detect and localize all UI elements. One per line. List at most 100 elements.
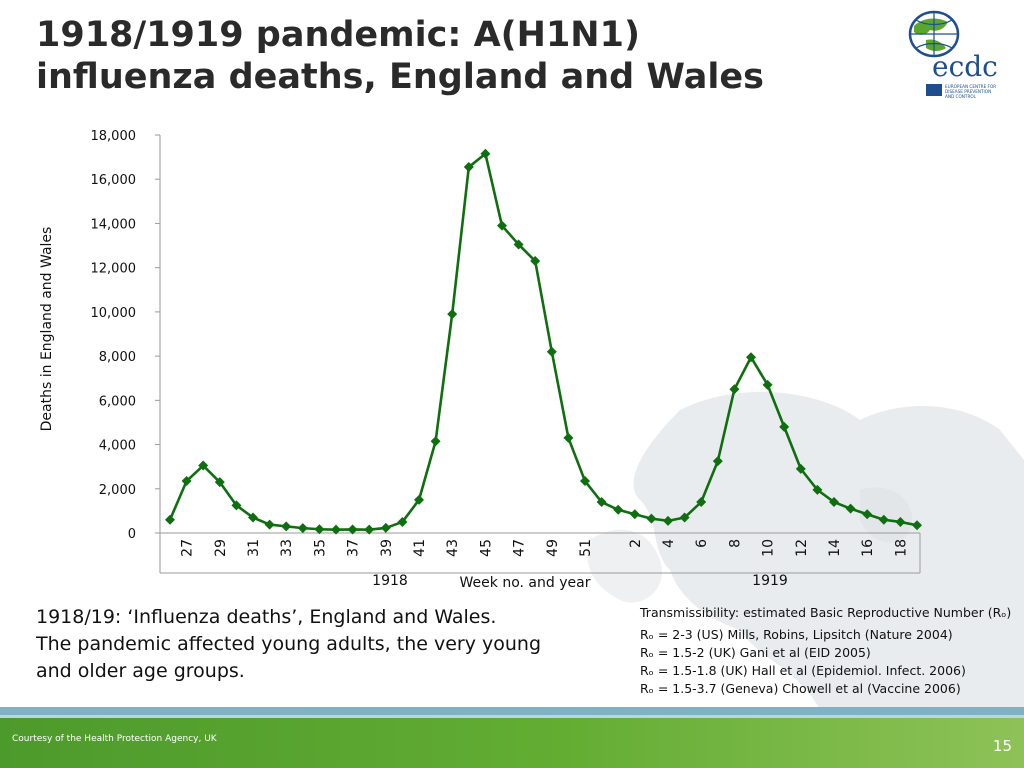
data-point [447,309,458,320]
data-point [497,220,507,231]
data-point [480,148,491,159]
r0-header: Transmissibility: estimated Basic Reprod… [640,605,1012,620]
x-tick-label: 31 [246,539,262,557]
x-tick-label: 14 [827,539,843,557]
logo-text: ecdc [932,50,998,83]
data-point [746,352,756,363]
x-tick-label: 49 [545,539,561,557]
data-point [530,256,541,267]
data-point [679,512,690,523]
y-tick-label: 16,000 [91,173,137,188]
r0-line-2: Rₒ = 1.5-2 (UK) Gani et al (EID 2005) [640,645,871,660]
y-tick-label: 14,000 [91,217,137,232]
y-tick-label: 10,000 [91,306,137,321]
y-axis: 0 2,000 4,000 6,000 8,000 10,000 12,000 14,000 1… [91,129,161,542]
globe-icon [908,10,960,58]
x-tick-label: 43 [445,539,461,557]
slide-title: 1918/1919 pandemic: A(H1N1) influenza de… [36,14,856,98]
data-point [430,436,441,447]
data-point [613,504,624,515]
x-tick-label: 41 [412,539,428,557]
data-point [862,509,873,520]
data-point [829,497,839,508]
logo-line-1: EUROPEAN CENTRE FOR [945,84,996,89]
y-tick-label: 6,000 [99,394,136,409]
x-tick-label: 10 [761,539,777,557]
data-point [347,524,358,535]
data-point [214,477,225,488]
ecdc-logo: ecdc EUROPEAN CENTRE FOR DISEASE PREVENT… [908,10,998,99]
x-tick-label: 29 [213,539,229,557]
y-tick-label: 2,000 [99,483,136,498]
data-point [878,514,889,525]
x-tick-label: 33 [279,539,295,557]
x-tick-label: 39 [379,539,395,557]
x-tick-label: 12 [794,539,810,557]
data-point [463,162,474,173]
x-tick-label: 51 [578,539,594,557]
data-point [380,522,391,533]
data-point [762,379,773,390]
data-point [895,516,906,527]
x-tick-label: 18 [893,539,909,557]
y-tick-label: 0 [128,527,136,542]
logo-line-2: DISEASE PREVENTION [945,89,991,94]
data-point [663,515,673,526]
x-tick-label: 47 [512,539,528,557]
y-tick-label: 18,000 [91,129,137,144]
x-tick-label: 37 [346,539,362,557]
x-tick-label: 8 [727,539,743,548]
data-point [629,509,640,520]
caption-line-1: 1918/19: ‘Influenza deaths’, England and… [36,606,497,628]
y-tick-label: 8,000 [99,350,136,365]
logo-line-3: AND CONTROL [945,94,977,99]
data-point [397,516,408,527]
r0-line-4: Rₒ = 1.5-3.7 (Geneva) Chowell et al (Vac… [640,681,961,696]
reproductive-number-notes: Transmissibility: estimated Basic Reprod… [640,604,1020,698]
data-point [729,384,740,395]
data-point [364,524,375,535]
data-point [181,476,192,487]
data-point [297,523,308,534]
data-point [513,239,524,250]
eu-flag-icon [926,84,942,96]
data-point [231,500,242,511]
x-tick-label: 35 [312,539,328,557]
influenza-deaths-chart: 0 2,000 4,000 6,000 8,000 10,000 12,000 14,000 1… [39,129,922,591]
data-point [198,460,209,471]
title-line-2: influenza deaths, England and Wales [36,57,764,97]
deaths-line [168,152,918,531]
data-point [281,521,292,532]
data-point [546,346,557,357]
world-map-background [587,391,1024,710]
data-point [795,463,806,474]
year-label-1918: 1918 [372,573,408,589]
page-number: 15 [992,737,1012,755]
data-point [646,513,657,524]
r0-line-3: Rₒ = 1.5-1.8 (UK) Hall et al (Epidemiol.… [640,663,966,678]
data-point [314,524,325,535]
data-point [712,456,723,467]
y-tick-label: 12,000 [91,262,137,277]
data-point [248,512,258,523]
data-point [779,421,790,432]
data-point [331,524,341,535]
x-tick-label: 4 [661,539,677,548]
caption-line-2: The pandemic affected young adults, the … [36,633,542,655]
y-axis-label: Deaths in England and Wales [39,227,55,432]
x-tick-label: 16 [860,539,876,557]
data-point [596,497,607,508]
data-point [563,432,574,443]
x-tick-label: 27 [180,539,196,557]
title-line-1: 1918/1919 pandemic: A(H1N1) [36,15,640,55]
data-point [165,514,175,525]
x-axis-label: Week no. and year [460,575,591,591]
data-point [845,503,856,514]
data-point [414,494,424,505]
x-tick-label: 2 [628,539,644,548]
data-point [912,520,922,531]
x-tick-label: 6 [694,539,710,548]
data-point [580,476,590,487]
footer-stripe-light [0,715,1024,718]
data-point [696,497,707,508]
